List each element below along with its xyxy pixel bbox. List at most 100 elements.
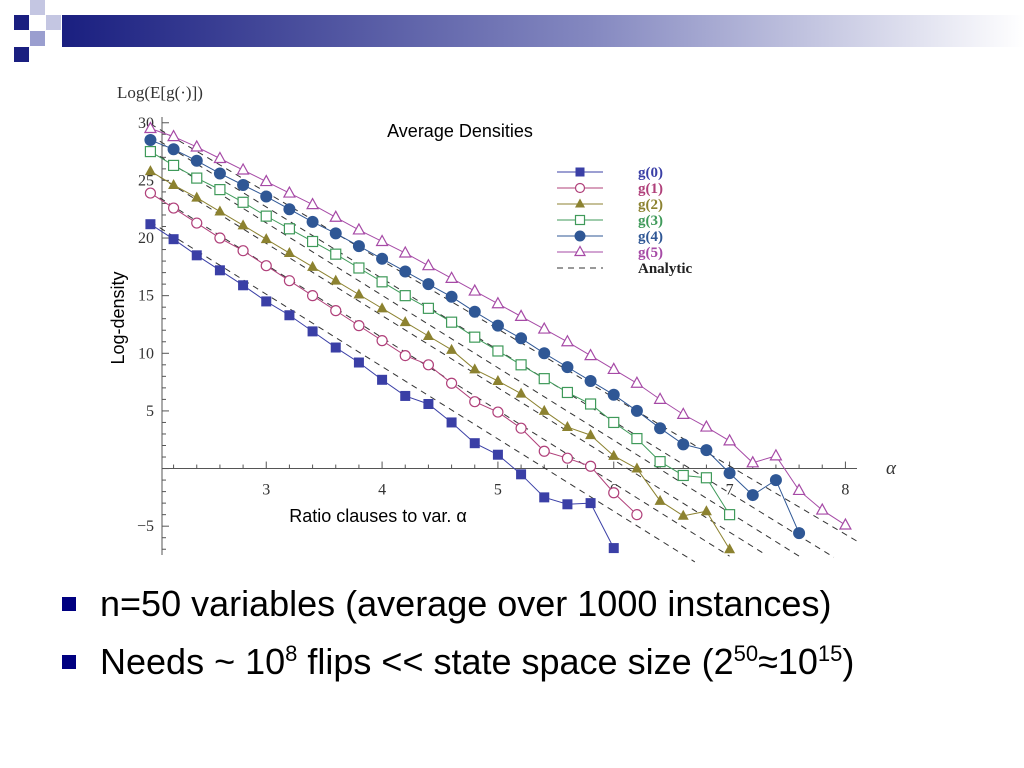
slide-corner-decoration xyxy=(14,0,1024,62)
data-point xyxy=(306,235,319,248)
data-point xyxy=(422,302,435,314)
data-point xyxy=(723,509,736,521)
series-g5 xyxy=(143,121,852,530)
data-point xyxy=(608,449,620,460)
data-point xyxy=(538,445,550,457)
data-point xyxy=(515,359,527,371)
data-point xyxy=(537,321,551,334)
series-g3 xyxy=(144,145,736,521)
bullet-item: n=50 variables (average over 1000 instan… xyxy=(62,575,1002,633)
bullet-marker-icon xyxy=(62,597,76,611)
legend-label: g(0) xyxy=(638,165,663,181)
data-point xyxy=(143,121,157,134)
data-point xyxy=(585,429,597,440)
x-axis-label: Ratio clauses to var. α xyxy=(289,506,467,526)
data-point xyxy=(167,129,181,142)
data-point xyxy=(584,374,597,387)
data-point xyxy=(376,276,388,288)
data-point xyxy=(330,274,342,285)
data-point xyxy=(607,362,621,375)
data-point xyxy=(538,404,550,415)
data-point xyxy=(213,151,227,164)
data-point xyxy=(574,230,586,242)
data-point xyxy=(653,392,667,404)
data-point xyxy=(575,198,585,208)
y-axis-label: Log-density xyxy=(108,271,128,364)
series-g1 xyxy=(144,187,643,521)
data-point xyxy=(584,348,598,361)
data-point xyxy=(144,187,157,199)
data-point xyxy=(260,210,272,222)
y-axis-inner-label: Log(E[g(·)]) xyxy=(117,83,203,102)
y-tick-label: −5 xyxy=(137,518,154,535)
legend-label: g(3) xyxy=(638,213,663,229)
data-point xyxy=(630,376,644,388)
data-point xyxy=(585,498,596,509)
series-line xyxy=(150,192,638,516)
data-point xyxy=(422,278,435,291)
data-point xyxy=(399,349,411,362)
data-point xyxy=(584,460,597,472)
data-point xyxy=(516,469,527,480)
data-point xyxy=(468,283,482,296)
data-point xyxy=(214,184,226,196)
legend-label: g(4) xyxy=(638,229,663,245)
data-point xyxy=(168,179,180,190)
data-point xyxy=(284,310,295,321)
y-tick-label: 15 xyxy=(138,288,154,305)
data-point xyxy=(445,271,459,283)
analytic-line xyxy=(150,150,800,557)
data-point xyxy=(144,165,156,176)
data-point xyxy=(399,316,411,327)
data-point xyxy=(260,233,272,244)
data-point xyxy=(815,502,829,515)
data-point xyxy=(838,517,852,530)
data-point xyxy=(608,416,620,429)
data-point xyxy=(574,182,586,194)
data-point xyxy=(515,422,527,434)
data-point xyxy=(283,247,295,258)
data-point xyxy=(261,296,272,307)
data-point xyxy=(723,467,736,480)
series-g4 xyxy=(144,134,806,540)
analytic-line xyxy=(150,135,835,558)
data-point xyxy=(398,245,412,258)
data-point xyxy=(190,139,204,152)
data-point xyxy=(237,219,249,230)
data-point xyxy=(575,167,585,177)
data-point xyxy=(608,543,619,554)
data-point xyxy=(700,505,712,516)
data-point xyxy=(491,319,504,332)
data-point xyxy=(561,386,574,399)
data-point xyxy=(237,196,249,208)
data-point xyxy=(469,331,481,343)
data-point xyxy=(445,290,458,303)
data-point xyxy=(329,210,343,222)
data-point xyxy=(561,452,574,464)
data-point xyxy=(446,343,458,354)
data-point xyxy=(283,203,296,216)
data-point xyxy=(306,215,319,228)
data-point xyxy=(353,288,365,299)
data-point xyxy=(259,174,273,187)
data-point xyxy=(792,483,806,496)
data-point xyxy=(608,487,620,499)
series-g0 xyxy=(145,219,619,554)
x-tick-label: 4 xyxy=(378,482,386,499)
data-point xyxy=(329,227,342,240)
bullet-text: Needs ~ 108 flips << state space size (2… xyxy=(100,641,855,682)
data-point xyxy=(700,472,713,484)
data-point xyxy=(699,419,713,432)
bullet-text: n=50 variables (average over 1000 instan… xyxy=(100,583,832,624)
data-point xyxy=(469,438,480,449)
data-point xyxy=(445,316,458,328)
data-point xyxy=(607,388,620,401)
data-point xyxy=(654,422,667,435)
data-point xyxy=(421,258,435,271)
data-point xyxy=(539,492,550,503)
data-point xyxy=(282,185,296,198)
chart-title: Average Densities xyxy=(387,121,533,141)
data-point xyxy=(400,390,411,401)
bullet-marker-icon xyxy=(62,655,76,669)
